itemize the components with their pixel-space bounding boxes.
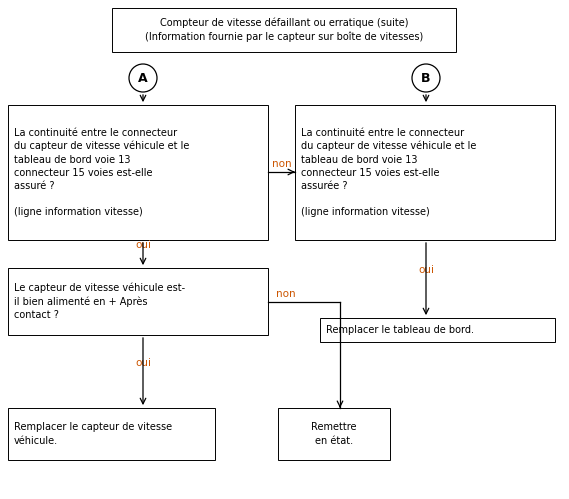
Text: La continuité entre le connecteur
du capteur de vitesse véhicule et le
tableau d: La continuité entre le connecteur du cap…: [301, 128, 476, 218]
Circle shape: [129, 64, 157, 92]
Text: Remplacer le tableau de bord.: Remplacer le tableau de bord.: [326, 325, 474, 335]
Bar: [8, 105, 268, 240]
Text: La continuité entre le connecteur
du capteur de vitesse véhicule et le
tableau d: La continuité entre le connecteur du cap…: [14, 128, 189, 218]
Circle shape: [412, 64, 440, 92]
Bar: [295, 105, 555, 240]
Text: oui: oui: [135, 240, 151, 250]
Text: oui: oui: [135, 357, 151, 367]
Text: Remettre
en état.: Remettre en état.: [311, 422, 357, 446]
Text: A: A: [138, 71, 148, 84]
Bar: [8, 408, 215, 460]
Bar: [8, 268, 268, 335]
Text: Remplacer le capteur de vitesse
véhicule.: Remplacer le capteur de vitesse véhicule…: [14, 422, 172, 446]
Bar: [320, 318, 555, 342]
Text: oui: oui: [418, 265, 434, 275]
Text: non: non: [271, 159, 291, 169]
Bar: [278, 408, 390, 460]
Text: Compteur de vitesse défaillant ou erratique (suite)
(Information fournie par le : Compteur de vitesse défaillant ou errati…: [145, 18, 423, 42]
Text: B: B: [421, 71, 431, 84]
Text: Le capteur de vitesse véhicule est-
il bien alimenté en + Après
contact ?: Le capteur de vitesse véhicule est- il b…: [14, 283, 185, 320]
Text: non: non: [276, 289, 296, 299]
Bar: [112, 8, 456, 52]
